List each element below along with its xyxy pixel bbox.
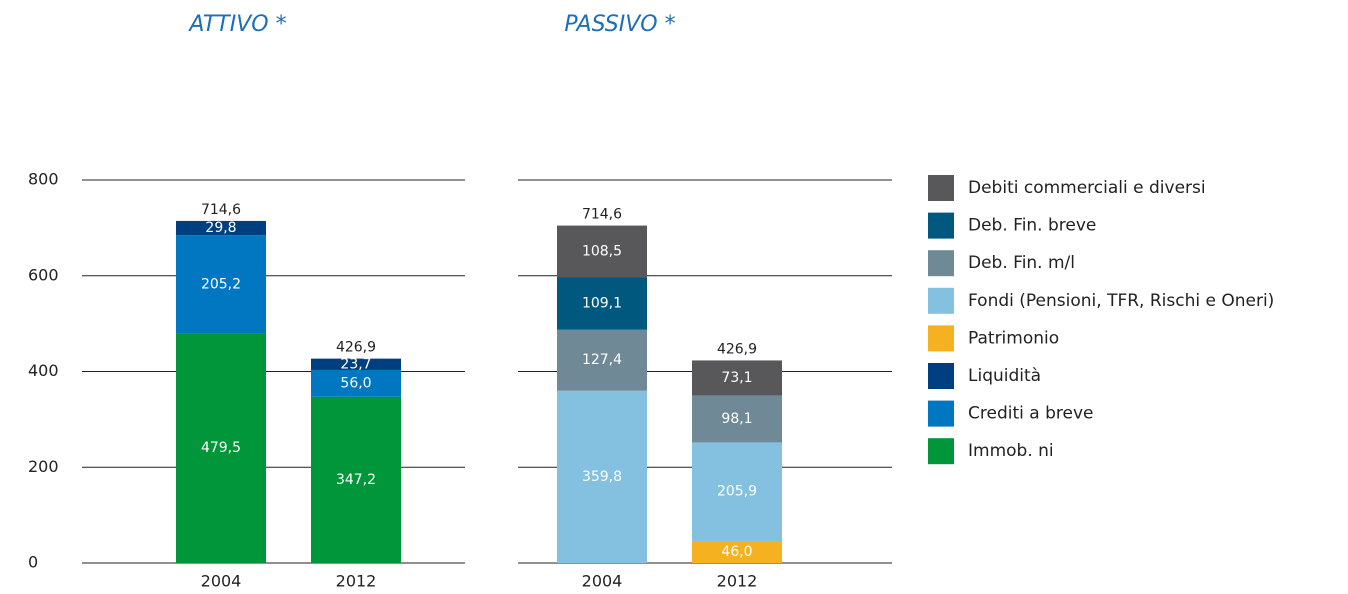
legend-label: Crediti a breve <box>968 404 1093 424</box>
y-tick-label: 0 <box>28 553 38 572</box>
legend-swatch <box>928 250 954 277</box>
bar-segment <box>311 396 401 563</box>
legend-swatch <box>928 325 954 352</box>
bar-segment <box>557 277 647 330</box>
value-label: 359,8 <box>582 469 622 485</box>
x-tick-label: 2012 <box>717 572 758 591</box>
x-tick-label: 2012 <box>336 572 377 591</box>
value-label: 127,4 <box>582 352 622 368</box>
bar-segment <box>557 329 647 391</box>
legend-label: Immob. ni <box>968 441 1054 461</box>
panel-title: ATTIVO * <box>187 12 286 37</box>
value-label: 46,0 <box>721 544 752 560</box>
bar-segment <box>692 442 782 541</box>
bar-segment <box>311 358 401 370</box>
y-tick-label: 600 <box>28 265 59 284</box>
total-label: 714,6 <box>201 202 241 218</box>
value-label: 56,0 <box>340 375 371 391</box>
y-tick-label: 800 <box>28 170 59 189</box>
legend-swatch <box>928 175 954 201</box>
legend-swatch <box>928 438 954 465</box>
legend-swatch <box>928 363 954 389</box>
legend-label: Deb. Fin. m/l <box>968 253 1075 273</box>
value-label: 205,2 <box>201 276 241 292</box>
legend-label: Patrimonio <box>968 328 1059 348</box>
value-label: 479,5 <box>201 440 241 456</box>
bar-segment <box>176 235 266 334</box>
value-label: 98,1 <box>721 411 752 427</box>
value-label: 347,2 <box>336 472 376 488</box>
legend-label: Liquidità <box>968 366 1041 386</box>
legend-label: Debiti commerciali e diversi <box>968 178 1206 198</box>
legend-label: Deb. Fin. breve <box>968 216 1096 236</box>
legend-swatch <box>928 400 954 427</box>
value-label: 108,5 <box>582 244 622 260</box>
value-label: 73,1 <box>721 370 752 386</box>
x-tick-label: 2004 <box>201 572 242 591</box>
total-label: 714,6 <box>582 207 622 223</box>
bar-segment <box>311 369 401 397</box>
panel-title: PASSIVO * <box>564 12 675 37</box>
legend-swatch <box>928 287 954 314</box>
bar-segment <box>557 390 647 563</box>
bar-segment <box>692 395 782 443</box>
bar-segment <box>176 220 266 236</box>
value-label: 23,7 <box>340 356 371 372</box>
bar-segment <box>692 360 782 396</box>
legend-swatch <box>928 212 954 239</box>
value-label: 109,1 <box>582 296 622 312</box>
value-label: 29,8 <box>205 220 236 236</box>
total-label: 426,9 <box>336 340 376 356</box>
bar-segment <box>692 540 782 563</box>
value-label: 205,9 <box>717 484 757 500</box>
legend-label: Fondi (Pensioni, TFR, Rischi e Oneri) <box>968 291 1274 311</box>
bar-segment <box>557 225 647 278</box>
bar-segment <box>176 333 266 563</box>
x-tick-label: 2004 <box>582 572 623 591</box>
y-tick-label: 200 <box>28 457 59 476</box>
y-tick-label: 400 <box>28 361 59 380</box>
total-label: 426,9 <box>717 341 757 357</box>
